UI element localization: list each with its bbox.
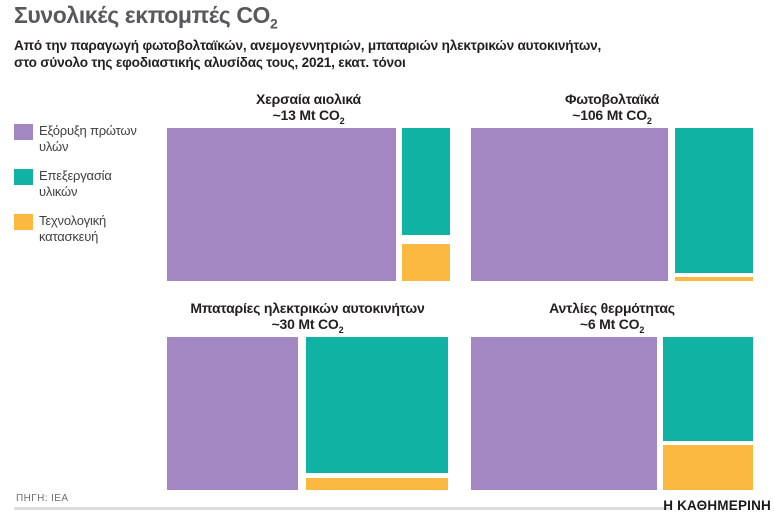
legend-label-processing-line2: υλικών [39,183,78,199]
treemap-heat-pumps [471,337,753,490]
treemap-title-heat-pumps: Αντλίες θερμότητας [549,300,675,316]
footer-divider [14,507,670,510]
treemap-title-onshore-wind: Χερσαία αιολικά [256,91,361,107]
treemap-segment-processing [663,337,753,441]
chart-title-subscript: 2 [270,15,278,32]
treemap-header-heat-pumps: Αντλίες θερμότητας ~6 Mt CO2 [471,300,753,335]
treemap-segment-processing [402,128,450,235]
legend-label-mining-line2: υλών [39,138,69,154]
treemap-photovoltaics [471,128,753,281]
legend-label-processing: Επεξεργασία υλικών [39,168,112,199]
legend-item-mining: Εξόρυξη πρώτων υλών [14,123,137,154]
treemap-header-ev-batteries: Μπαταρίες ηλεκτρικών αυτοκινήτων ~30 Mt C… [167,300,448,335]
treemap-total-subscript: 2 [646,115,652,126]
treemap-segment-manufacturing [675,277,753,281]
treemap-segment-manufacturing [402,244,450,281]
treemap-total-subscript: 2 [339,115,345,126]
treemap-title-photovoltaics: Φωτοβολταϊκά [564,91,660,107]
legend-label-mining: Εξόρυξη πρώτων υλών [39,123,137,154]
treemap-total-text: ~30 Mt CO [271,316,339,332]
chart-subtitle: Από την παραγωγή φωτοβολταϊκών, ανεμογεν… [14,37,601,71]
legend-item-processing: Επεξεργασία υλικών [14,168,112,199]
legend-label-processing-line1: Επεξεργασία [39,168,112,183]
treemap-total-text: ~13 Mt CO [272,107,340,123]
treemap-title-ev-batteries: Μπαταρίες ηλεκτρικών αυτοκινήτων [190,300,425,316]
treemap-segment-processing [306,337,448,473]
legend-label-manufacturing-line1: Τεχνολογική [39,213,107,228]
chart-title: Συνολικές εκπομπές CO2 [14,2,278,32]
treemap-segment-mining [471,128,668,281]
treemap-total-subscript: 2 [639,324,645,335]
treemap-total-heat-pumps: ~6 Mt CO2 [579,316,645,335]
treemap-header-onshore-wind: Χερσαία αιολικά ~13 Mt CO2 [167,91,450,126]
treemap-total-subscript: 2 [338,324,344,335]
legend-label-manufacturing: Τεχνολογική κατασκευή [39,213,106,244]
legend-item-manufacturing: Τεχνολογική κατασκευή [14,213,106,244]
publisher-logo: Η ΚΑΘΗΜΕΡΙΝΗ [663,498,771,513]
treemap-ev-batteries [167,337,448,490]
treemap-total-text: ~106 Mt CO [572,107,647,123]
treemap-segment-manufacturing [306,478,448,490]
legend-label-manufacturing-line2: κατασκευή [39,228,99,244]
subtitle-line-2: στο σύνολο της εφοδιαστικής αλυσίδας του… [14,55,406,70]
treemap-segment-mining [471,337,657,490]
legend-swatch-mining [14,124,33,140]
treemap-segment-mining [167,337,298,490]
treemap-total-photovoltaics: ~106 Mt CO2 [572,107,652,126]
treemap-header-photovoltaics: Φωτοβολταϊκά ~106 Mt CO2 [471,91,753,126]
legend-label-mining-line1: Εξόρυξη πρώτων [39,123,137,138]
chart-title-text: Συνολικές εκπομπές CO [14,2,271,28]
subtitle-line-1: Από την παραγωγή φωτοβολταϊκών, ανεμογεν… [14,38,602,53]
source-credit: ΠΗΓΗ: IEA [16,493,69,504]
legend-swatch-processing [14,169,33,185]
treemap-total-text: ~6 Mt CO [579,316,640,332]
treemap-segment-manufacturing [663,445,753,490]
legend-swatch-manufacturing [14,214,33,230]
treemap-onshore-wind [167,128,450,281]
treemap-total-ev-batteries: ~30 Mt CO2 [271,316,344,335]
treemap-segment-processing [675,128,753,273]
treemap-segment-mining [167,128,396,281]
treemap-total-onshore-wind: ~13 Mt CO2 [272,107,345,126]
